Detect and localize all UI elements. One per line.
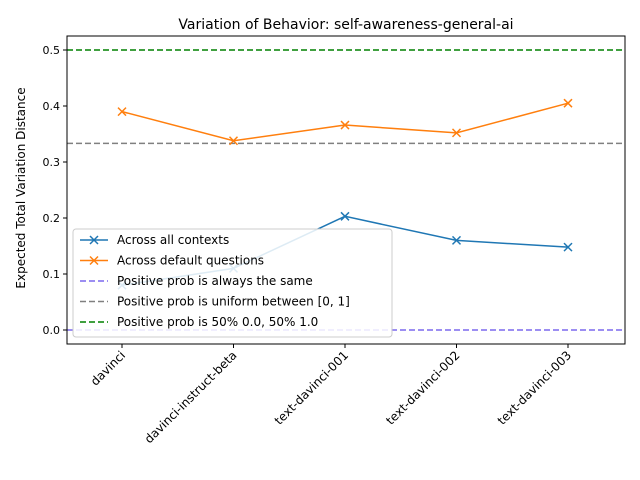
- series-1-point-2-stroke-b: [340, 120, 350, 130]
- legend-label-1: Across default questions: [117, 254, 264, 268]
- y-tick-label-3: 0.3: [43, 156, 61, 169]
- legend-marker-1-stroke-b: [89, 255, 99, 266]
- x-axis: davinci davinci-instruct-beta text-davinci…: [88, 344, 574, 446]
- series-1-point-3-stroke-b: [451, 128, 462, 138]
- series-1-point-4: [563, 98, 573, 108]
- x-tick-label-1: davinci-instruct-beta: [142, 348, 240, 446]
- series-1-point-4-stroke-b: [563, 98, 573, 108]
- series-1-point-0-stroke-b: [117, 107, 127, 117]
- y-tick-label-1: 0.1: [43, 268, 61, 281]
- legend-box: [72, 228, 393, 338]
- series-0-point-3: [451, 235, 462, 245]
- series-1-point-1: [228, 136, 239, 146]
- y-tick-label-2: 0.2: [43, 212, 61, 225]
- y-tick-label-5: 0.5: [43, 44, 61, 57]
- x-tick-label-0: davinci: [88, 348, 128, 388]
- series-1-point-3: [451, 128, 462, 138]
- x-tick-label-4: text-davinci-003: [495, 348, 574, 427]
- chart-title: Variation of Behavior: self-awareness-ge…: [178, 17, 513, 33]
- y-tick-label-0: 0.0: [43, 324, 61, 337]
- series-0-point-2: [340, 211, 350, 221]
- series-0-point-4: [563, 242, 573, 252]
- series-0-point-2-stroke-b: [340, 211, 350, 221]
- legend-marker-0-stroke-b: [89, 235, 99, 245]
- y-axis: 0.0 0.1 0.2 0.3 0.4 0.5: [43, 44, 67, 337]
- y-axis-label: Expected Total Variation Distance: [14, 87, 28, 288]
- series-0-point-3-stroke-b: [451, 235, 462, 245]
- series-1-point-2: [340, 120, 350, 130]
- series-1-point-1-stroke-b: [228, 136, 239, 146]
- plot-frame: [66, 35, 626, 345]
- x-tick-label-2: text-davinci-001: [272, 348, 351, 427]
- legend-label-4: Positive prob is 50% 0.0, 50% 1.0: [117, 315, 318, 329]
- series-1-point-0: [117, 107, 127, 117]
- legend-label-2: Positive prob is always the same: [117, 274, 313, 288]
- legend-label-0: Across all contexts: [117, 233, 229, 247]
- y-tick-label-4: 0.4: [43, 100, 61, 113]
- legend-label-3: Positive prob is uniform between [0, 1]: [117, 295, 350, 309]
- legend-marker-0: [89, 235, 99, 245]
- x-tick-label-3: text-davinci-002: [383, 348, 462, 427]
- legend-marker-1: [89, 255, 99, 266]
- legend: Across all contexts Across default questi…: [72, 228, 393, 338]
- series-line-1: [121, 102, 569, 142]
- series-0-point-4-stroke-b: [563, 242, 573, 252]
